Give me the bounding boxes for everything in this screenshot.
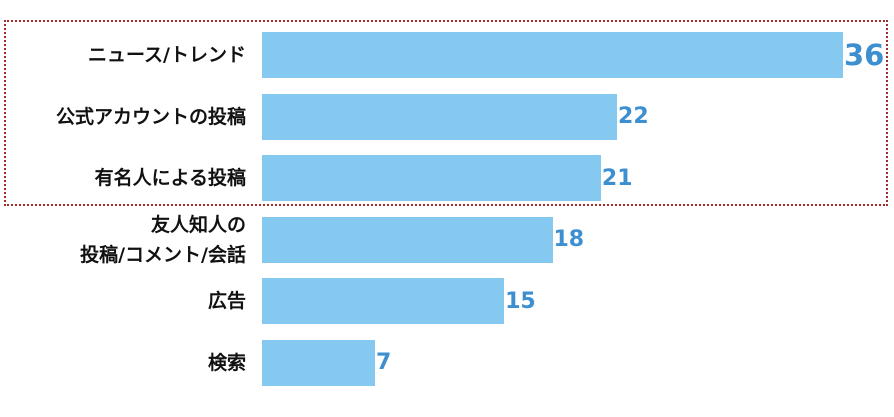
value-label: 15 bbox=[505, 288, 536, 314]
bar bbox=[262, 278, 505, 324]
bar bbox=[262, 155, 601, 201]
highlight-box bbox=[4, 20, 888, 206]
category-label: 検索 bbox=[207, 351, 246, 374]
value-label: 21 bbox=[601, 165, 633, 191]
bar bbox=[262, 339, 375, 386]
category-label: 有名人による投稿 bbox=[94, 167, 246, 189]
category-label: ニュース/トレンド bbox=[88, 44, 246, 66]
bar bbox=[262, 93, 618, 140]
value-label: 22 bbox=[618, 104, 649, 129]
category-label: 友人知人の 投稿/コメント/会話 bbox=[80, 213, 246, 266]
category-label: 公式アカウントの投稿 bbox=[55, 105, 246, 128]
category-label: 広告 bbox=[207, 290, 246, 312]
value-label: 7 bbox=[375, 350, 392, 375]
bar bbox=[262, 216, 553, 263]
value-label: 36 bbox=[844, 38, 885, 72]
value-label: 18 bbox=[553, 227, 585, 252]
bar bbox=[262, 32, 843, 78]
